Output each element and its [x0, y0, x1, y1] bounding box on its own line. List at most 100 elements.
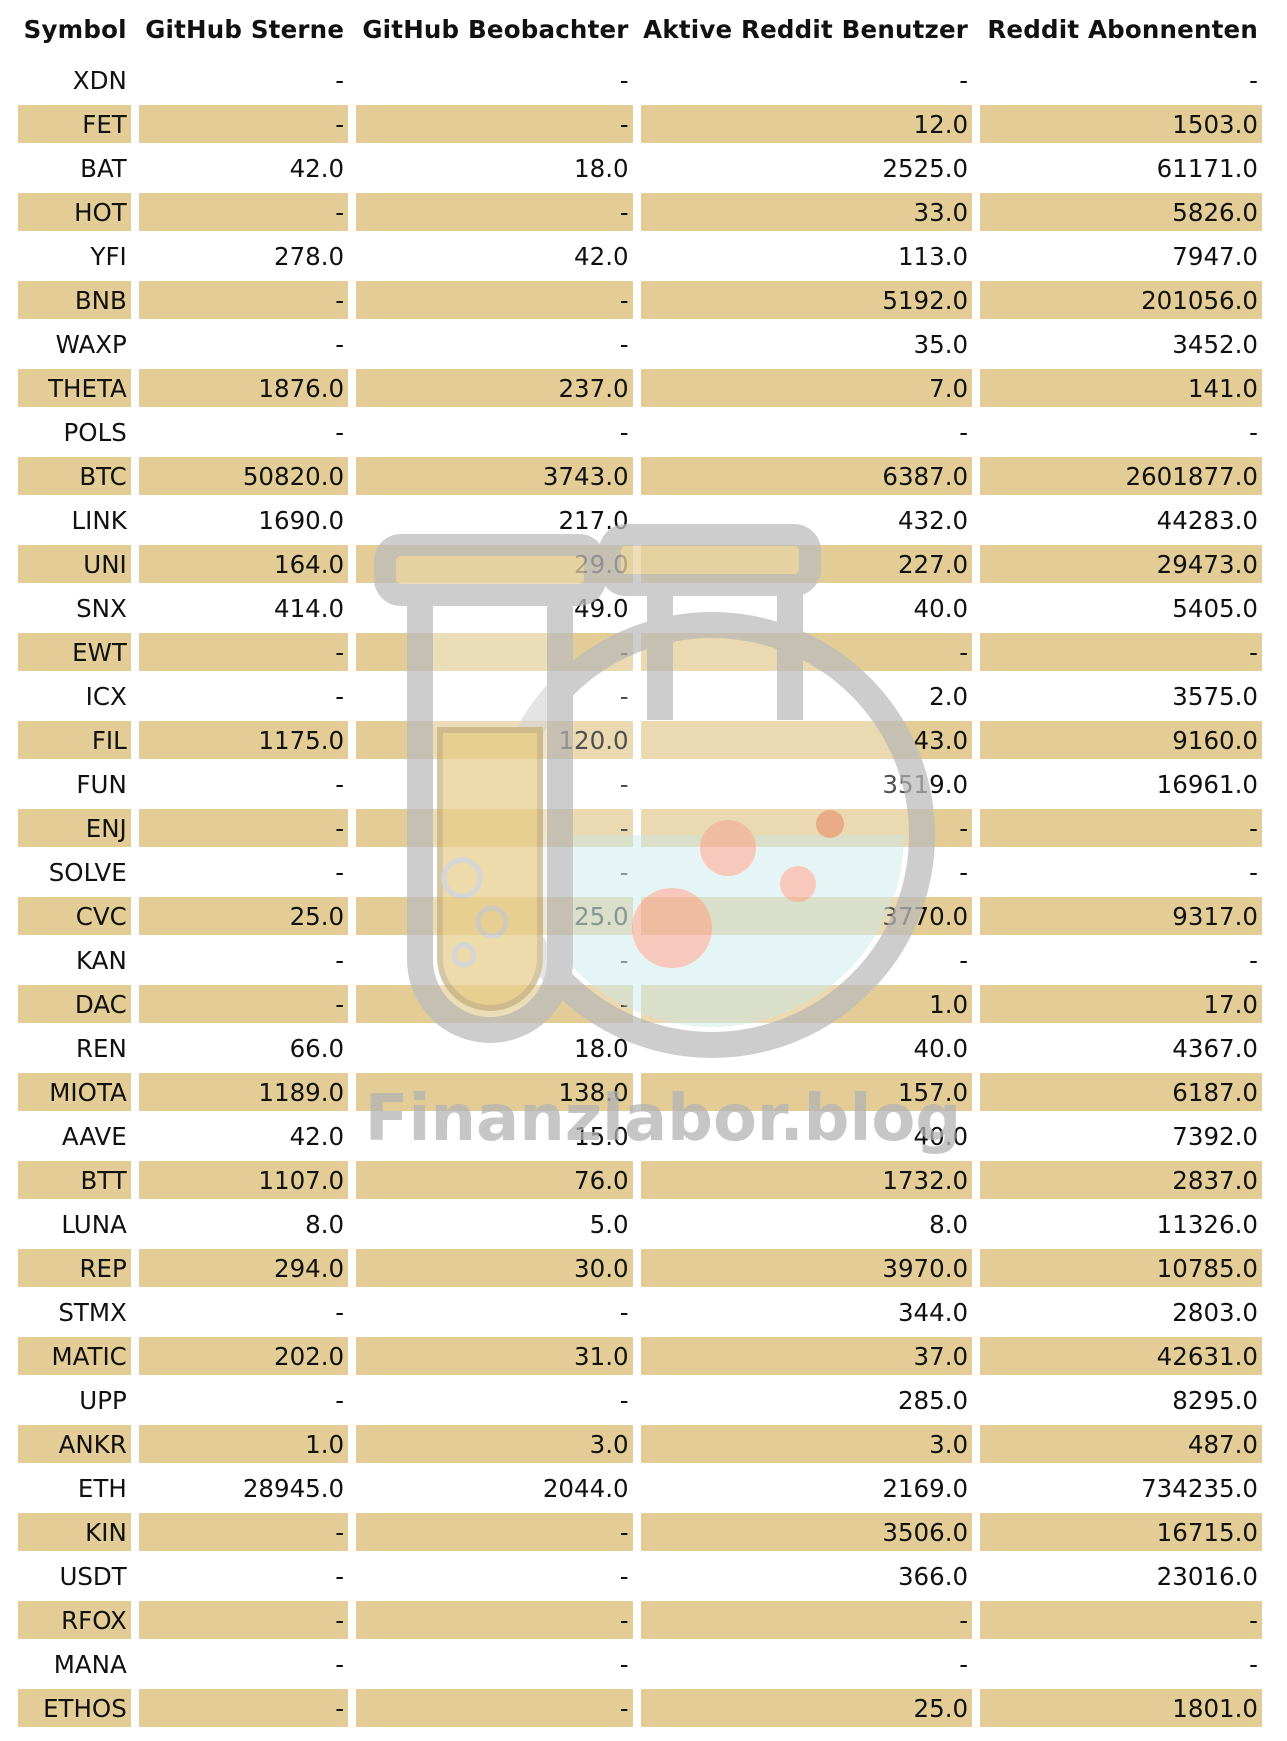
cell-reddit-subscribers: 9160.0	[980, 718, 1262, 762]
cell-github-watchers: -	[619, 1385, 629, 1415]
cell-symbol: HOT	[18, 190, 131, 234]
cell-github-watchers: 18.0	[574, 1033, 629, 1063]
cell-github-stars: -	[335, 1561, 345, 1591]
cell-github-stars: 1.0	[138, 1422, 349, 1466]
cell-reddit-active-users: 37.0	[640, 1334, 973, 1378]
table-row: ETHOS - -25.0 1801.0	[18, 1686, 1262, 1730]
cell-reddit-subscribers: 61171.0	[1156, 153, 1258, 183]
cell-github-watchers: 138.0	[356, 1070, 633, 1114]
cell-github-watchers: -	[619, 857, 629, 887]
cell-reddit-subscribers: 7392.0	[1172, 1121, 1258, 1151]
cell-github-stars: 50820.0	[138, 454, 349, 498]
table-row: RFOX - - - -	[18, 1598, 1262, 1642]
cell-reddit-active-users: 12.0	[640, 102, 973, 146]
crypto-stats-table: Symbol GitHub Sterne GitHub Beobachter A…	[10, 0, 1270, 1730]
cell-symbol: CVC	[18, 894, 131, 938]
table-row: BTT 1107.0 76.0 1732.0 2837.0	[18, 1158, 1262, 1202]
cell-github-watchers: -	[619, 945, 629, 975]
cell-reddit-active-users: 8.0	[929, 1209, 969, 1239]
cell-symbol: FUN	[76, 769, 127, 799]
table-row: HOT - -33.0 5826.0	[18, 190, 1262, 234]
cell-symbol: BNB	[18, 278, 131, 322]
cell-reddit-subscribers: 487.0	[980, 1422, 1262, 1466]
cell-reddit-subscribers: 10785.0	[980, 1246, 1262, 1290]
cell-github-stars: 1107.0	[138, 1158, 349, 1202]
table-row: DAC - -1.0 17.0	[18, 982, 1262, 1026]
cell-reddit-active-users: 33.0	[640, 190, 973, 234]
cell-reddit-subscribers: 5405.0	[1172, 593, 1258, 623]
cell-github-stars: 164.0	[138, 542, 349, 586]
cell-github-watchers: -	[619, 681, 629, 711]
cell-symbol: SNX	[76, 593, 127, 623]
cell-reddit-active-users: -	[640, 630, 973, 674]
cell-github-stars: 1175.0	[138, 718, 349, 762]
cell-symbol: MATIC	[18, 1334, 131, 1378]
cell-github-watchers: 29.0	[356, 542, 633, 586]
header-reddit-subscribers: Reddit Abonnenten	[987, 14, 1258, 44]
cell-github-stars: -	[138, 1598, 349, 1642]
table-row: FET - -12.0 1503.0	[18, 102, 1262, 146]
cell-reddit-subscribers: 5826.0	[980, 190, 1262, 234]
cell-github-stars: -	[138, 982, 349, 1026]
cell-symbol: BTC	[18, 454, 131, 498]
cell-github-watchers: 76.0	[356, 1158, 633, 1202]
cell-symbol: YFI	[90, 241, 127, 271]
cell-github-watchers: 42.0	[574, 241, 629, 271]
header-symbol: Symbol	[23, 14, 127, 44]
cell-github-stars: -	[335, 945, 345, 975]
table-row: KAN - - - -	[18, 938, 1262, 982]
cell-github-stars: -	[335, 417, 345, 447]
cell-github-watchers: -	[356, 278, 633, 322]
cell-github-watchers: 31.0	[356, 1334, 633, 1378]
table-row: POLS - - - -	[18, 410, 1262, 454]
cell-symbol: RFOX	[18, 1598, 131, 1642]
cell-symbol: STMX	[58, 1297, 127, 1327]
cell-github-stars: 66.0	[289, 1033, 345, 1063]
cell-github-stars: -	[335, 65, 345, 95]
cell-github-watchers: 5.0	[589, 1209, 629, 1239]
table-row: MATIC 202.0 31.0 37.0 42631.0	[18, 1334, 1262, 1378]
table-row: USDT - - 366.0 23016.0	[18, 1554, 1262, 1598]
cell-reddit-active-users: 43.0	[640, 718, 973, 762]
table-row: SOLVE - - - -	[18, 850, 1262, 894]
cell-github-stars: 1690.0	[258, 505, 345, 535]
cell-github-watchers: -	[356, 1598, 633, 1642]
cell-reddit-active-users: -	[640, 806, 973, 850]
table-row: UPP - - 285.0 8295.0	[18, 1378, 1262, 1422]
cell-github-stars: 202.0	[138, 1334, 349, 1378]
table-row: ENJ - - - -	[18, 806, 1262, 850]
cell-symbol: BTT	[18, 1158, 131, 1202]
cell-reddit-subscribers: 2837.0	[980, 1158, 1262, 1202]
cell-github-stars: 294.0	[138, 1246, 349, 1290]
data-table-container: Symbol GitHub Sterne GitHub Beobachter A…	[18, 0, 1270, 1730]
cell-reddit-subscribers: 42631.0	[980, 1334, 1262, 1378]
cell-symbol: REN	[75, 1033, 127, 1063]
cell-reddit-subscribers: 141.0	[980, 366, 1262, 410]
table-row: ANKR 1.0 3.0 3.0 487.0	[18, 1422, 1262, 1466]
cell-github-stars: -	[335, 681, 345, 711]
cell-reddit-subscribers: 3575.0	[1172, 681, 1258, 711]
cell-reddit-subscribers: 17.0	[980, 982, 1262, 1026]
table-row: SNX 414.0 49.0 40.0 5405.0	[18, 586, 1262, 630]
cell-reddit-subscribers: 734235.0	[1141, 1473, 1258, 1503]
cell-github-watchers: 18.0	[574, 153, 629, 183]
cell-reddit-active-users: 40.0	[913, 593, 969, 623]
table-row: THETA 1876.0 237.0 7.0 141.0	[18, 366, 1262, 410]
cell-symbol: AAVE	[61, 1121, 127, 1151]
cell-symbol: SOLVE	[48, 857, 127, 887]
cell-reddit-active-users: 40.0	[913, 1033, 969, 1063]
cell-reddit-active-users: 7.0	[640, 366, 973, 410]
cell-github-watchers: -	[356, 190, 633, 234]
cell-reddit-subscribers: 8295.0	[1172, 1385, 1258, 1415]
table-row: AAVE 42.0 15.0 40.0 7392.0	[18, 1114, 1262, 1158]
table-row: LUNA 8.0 5.0 8.0 11326.0	[18, 1202, 1262, 1246]
cell-reddit-subscribers: 2803.0	[1172, 1297, 1258, 1327]
cell-reddit-active-users: -	[959, 417, 969, 447]
cell-reddit-subscribers: 16715.0	[980, 1510, 1262, 1554]
cell-reddit-subscribers: 7947.0	[1172, 241, 1258, 271]
cell-reddit-subscribers: -	[980, 1598, 1262, 1642]
cell-github-watchers: -	[356, 806, 633, 850]
cell-github-stars: -	[335, 1649, 345, 1679]
cell-github-watchers: -	[619, 417, 629, 447]
cell-symbol: ETH	[77, 1473, 127, 1503]
